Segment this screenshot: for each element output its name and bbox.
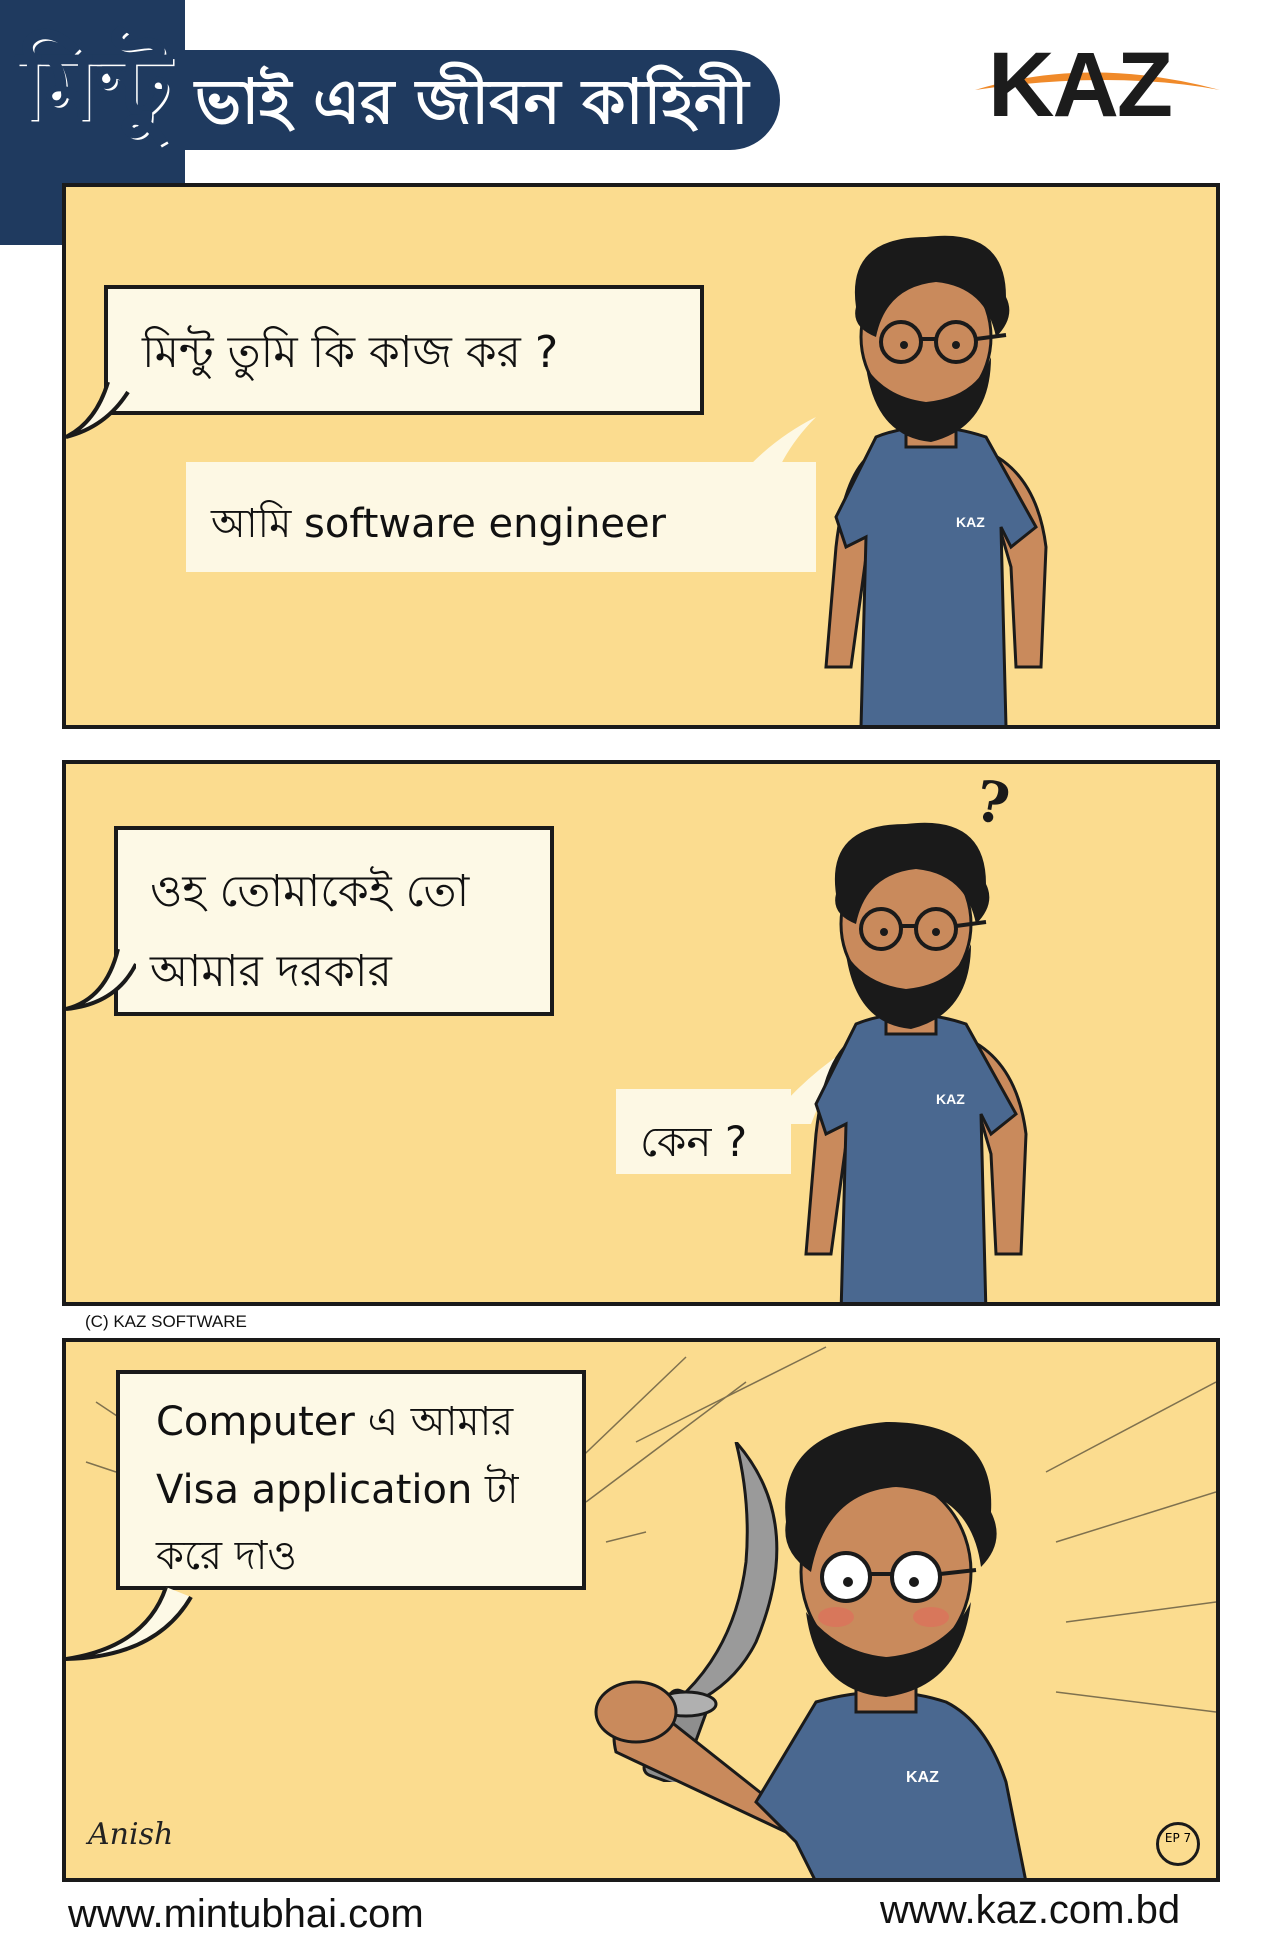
artist-signature: Anish <box>88 1817 174 1852</box>
shirt-logo: KAZ <box>956 514 985 530</box>
shirt-logo: KAZ <box>936 1091 965 1107</box>
speech-bubble-tail <box>66 382 130 439</box>
emphasis-rays <box>85 1346 1216 1713</box>
speech-text: মিন্টু তুমি কি কাজ কর ? <box>142 327 559 378</box>
speech-text-line-2: আমার দরকার <box>150 946 392 997</box>
speech-text-line-1: Computer এ আমার <box>156 1399 514 1445</box>
mintu-character: KAZ <box>804 822 1028 1302</box>
comic-panel-1: মিন্টু তুমি কি কাজ কর ? আমি software eng… <box>62 183 1220 729</box>
speech-text-line-2: Visa application টা <box>156 1467 519 1513</box>
speech-text-line-3: করে দাও <box>156 1533 297 1579</box>
kaz-swoosh-logo-mark <box>975 72 1220 90</box>
reply-bubble-software-engineer: আমি software engineer <box>186 462 816 572</box>
mintu-character-angry: KAZ <box>594 1422 1027 1878</box>
series-title: ভাই এর জীবন কাহিনী <box>195 65 749 138</box>
reply-bubble-tail <box>716 417 816 507</box>
shirt-logo: KAZ <box>906 1769 939 1786</box>
mintu-character: KAZ <box>824 235 1048 725</box>
copyright-notice: (C) KAZ SOFTWARE <box>85 1312 247 1331</box>
kaz-brand-logo: KAZ <box>988 34 1173 136</box>
episode-badge: EP 7 <box>1156 1822 1200 1866</box>
footer-link-mintubhai[interactable]: www.mintubhai.com <box>68 1892 424 1936</box>
reply-bubble-why: কেন ? <box>616 1089 791 1174</box>
speech-bubble-visa-request: Computer এ আমার Visa application টা করে … <box>116 1370 586 1590</box>
reply-text: আমি software engineer <box>211 501 666 547</box>
speech-bubble-tail <box>66 949 136 1011</box>
speech-bubble-tail <box>66 1587 193 1661</box>
comic-panel-2: ওহ তোমাকেই তো আমার দরকার ? কেন ? KAZ <box>62 760 1220 1306</box>
series-logo-text: মিন্টু <box>18 31 171 139</box>
reply-text: কেন ? <box>640 1117 748 1166</box>
footer-link-kaz[interactable]: www.kaz.com.bd <box>880 1888 1181 1932</box>
comic-panel-3: Computer এ আমার Visa application টা করে … <box>62 1338 1220 1882</box>
speech-bubble-question: মিন্টু তুমি কি কাজ কর ? <box>104 285 704 415</box>
speech-text-line-1: ওহ তোমাকেই তো <box>150 866 470 917</box>
speech-bubble-need-you: ওহ তোমাকেই তো আমার দরকার <box>114 826 554 1016</box>
